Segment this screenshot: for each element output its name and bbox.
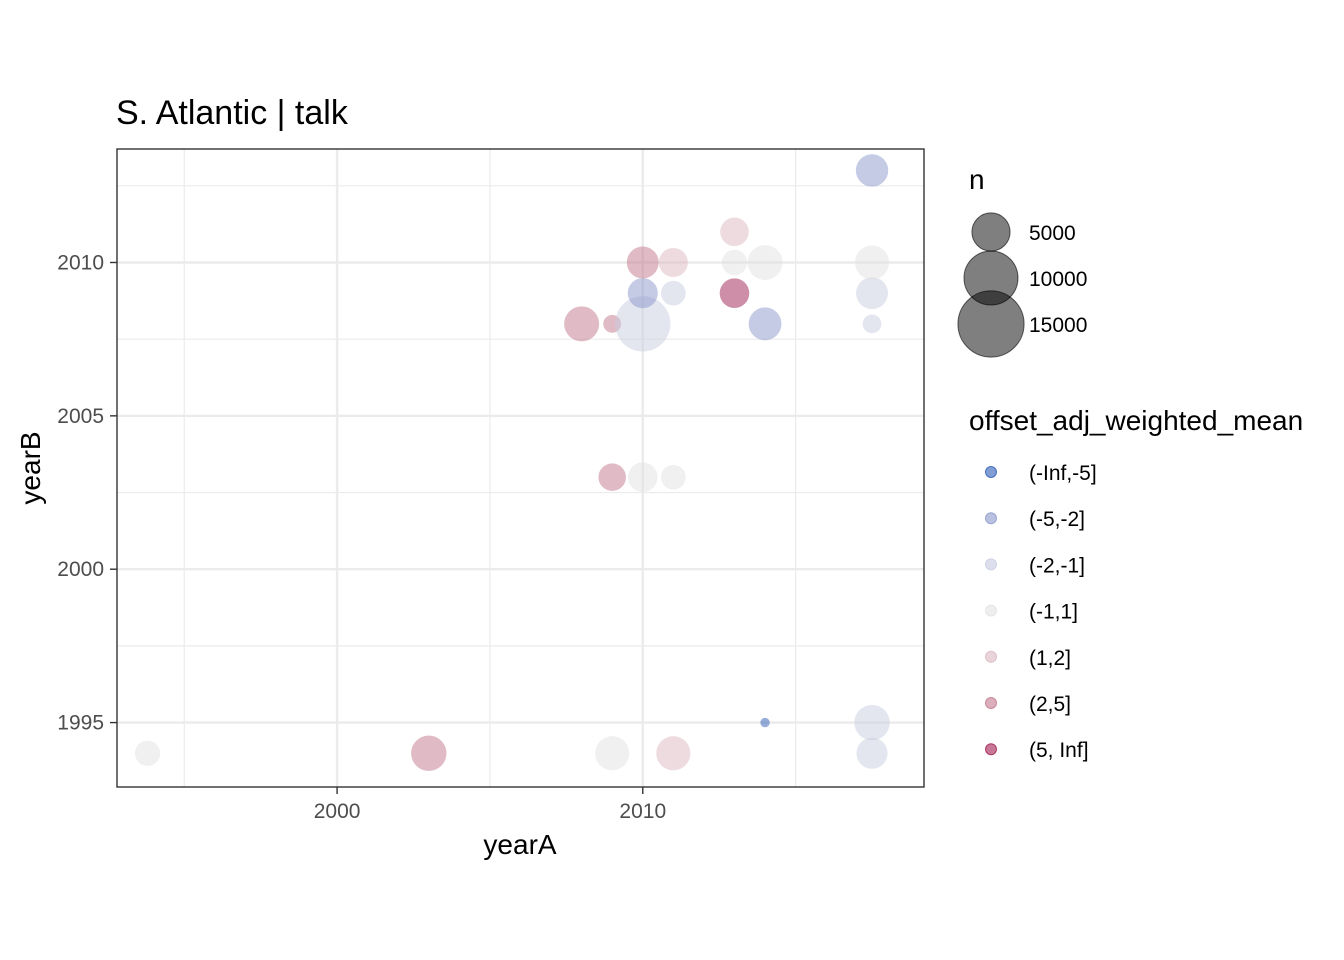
color-legend: offset_adj_weighted_mean (-Inf,-5] (-5,-2… xyxy=(969,405,1303,762)
color-legend-label: (1,2] xyxy=(1029,647,1071,670)
data-point xyxy=(719,278,750,308)
color-legend-title: offset_adj_weighted_mean xyxy=(969,405,1303,436)
grid-minor xyxy=(117,149,924,787)
size-legend-title: n xyxy=(969,164,985,195)
data-point xyxy=(626,246,659,279)
data-point xyxy=(615,296,671,352)
x-tick-label: 2000 xyxy=(314,800,361,823)
y-tick-label: 1995 xyxy=(57,712,104,735)
size-legend: n 5000 10000 15000 xyxy=(957,164,1087,358)
data-point xyxy=(856,277,889,310)
data-point xyxy=(660,464,686,490)
x-axis: 2000 2010 xyxy=(314,787,666,823)
y-tick-label: 2005 xyxy=(57,405,104,428)
color-legend-key xyxy=(985,650,997,663)
data-point xyxy=(598,463,626,491)
chart-title: S. Atlantic | talk xyxy=(116,94,349,132)
color-legend-key xyxy=(985,466,997,478)
data-point xyxy=(854,245,890,280)
data-point xyxy=(627,462,658,492)
data-point xyxy=(595,736,630,771)
panel-background xyxy=(117,149,924,787)
points xyxy=(134,154,890,771)
color-legend-label: (-5,-2] xyxy=(1029,508,1085,531)
data-point xyxy=(862,314,882,334)
data-point xyxy=(658,247,688,278)
size-legend-key xyxy=(957,290,1025,358)
color-legend-key xyxy=(985,743,997,756)
data-point xyxy=(748,307,782,341)
data-point xyxy=(627,278,658,309)
data-point xyxy=(721,249,748,276)
color-legend-key xyxy=(985,697,997,709)
data-point xyxy=(855,154,889,187)
data-point xyxy=(134,740,161,766)
color-legend-key xyxy=(985,512,997,525)
data-point xyxy=(411,735,447,771)
color-legend-key xyxy=(985,558,997,571)
data-point xyxy=(656,736,691,771)
color-legend-label: (5, Inf] xyxy=(1029,739,1089,762)
data-point xyxy=(720,217,749,247)
size-legend-label: 10000 xyxy=(1029,268,1087,291)
x-tick-label: 2010 xyxy=(619,800,666,823)
y-tick-label: 2010 xyxy=(57,251,104,274)
data-point xyxy=(760,717,770,728)
color-legend-label: (-Inf,-5] xyxy=(1029,462,1097,485)
size-legend-label: 15000 xyxy=(1029,314,1087,337)
data-point xyxy=(856,737,888,769)
y-axis-title: yearB xyxy=(15,431,46,504)
data-point xyxy=(854,704,890,741)
panel-border xyxy=(116,148,925,788)
data-point xyxy=(747,244,783,280)
size-legend-key xyxy=(971,212,1011,252)
plot-panel xyxy=(116,148,925,788)
color-legend-key xyxy=(985,604,997,617)
size-legend-label: 5000 xyxy=(1029,222,1076,245)
x-axis-title: yearA xyxy=(483,829,556,860)
color-legend-label: (-2,-1] xyxy=(1029,554,1085,577)
data-point xyxy=(660,280,686,306)
data-point xyxy=(564,306,600,342)
color-legend-label: (-1,1] xyxy=(1029,601,1078,624)
y-axis: 1995 2000 2005 2010 xyxy=(57,251,117,735)
y-tick-label: 2000 xyxy=(57,558,104,581)
color-legend-label: (2,5] xyxy=(1029,693,1071,716)
